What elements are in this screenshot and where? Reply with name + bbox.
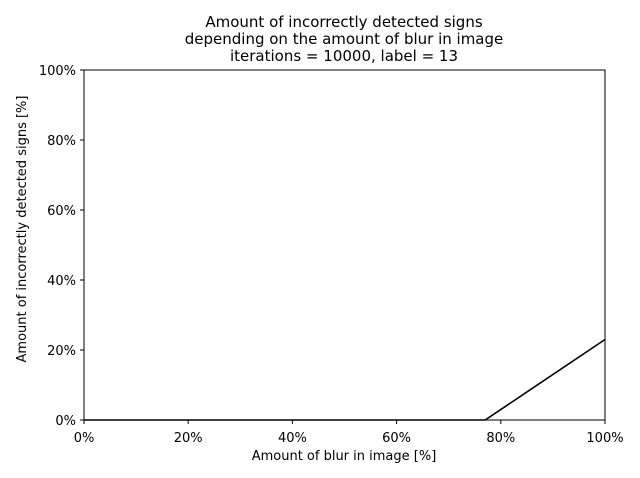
x-tick-label: 80%	[486, 431, 515, 446]
y-tick-label: 100%	[39, 64, 76, 79]
y-tick-label: 0%	[55, 414, 76, 429]
y-axis-ticks: 0% 20% 40% 60% 80% 100%	[39, 64, 84, 429]
x-tick-label: 40%	[278, 431, 307, 446]
y-tick-label: 80%	[47, 134, 76, 149]
x-tick-label: 100%	[586, 431, 623, 446]
y-tick-label: 20%	[47, 344, 76, 359]
chart-title-line-1: Amount of incorrectly detected signs	[205, 13, 482, 31]
x-tick-label: 60%	[382, 431, 411, 446]
series-line-0	[84, 338, 606, 421]
chart-title-line-2: depending on the amount of blur in image	[185, 30, 504, 48]
chart-title: Amount of incorrectly detected signs dep…	[185, 13, 504, 65]
x-axis-ticks: 0% 20% 40% 60% 80% 100%	[74, 420, 624, 446]
x-tick-label: 20%	[174, 431, 203, 446]
y-tick-label: 60%	[47, 204, 76, 219]
series-group	[84, 338, 606, 421]
chart-title-line-3: iterations = 10000, label = 13	[230, 47, 458, 65]
plot-area-frame	[83, 69, 606, 421]
x-axis-label: Amount of blur in image [%]	[252, 449, 437, 464]
y-tick-label: 40%	[47, 274, 76, 289]
y-axis-label: Amount of incorrectly detected signs [%]	[15, 96, 30, 363]
x-tick-label: 0%	[74, 431, 95, 446]
